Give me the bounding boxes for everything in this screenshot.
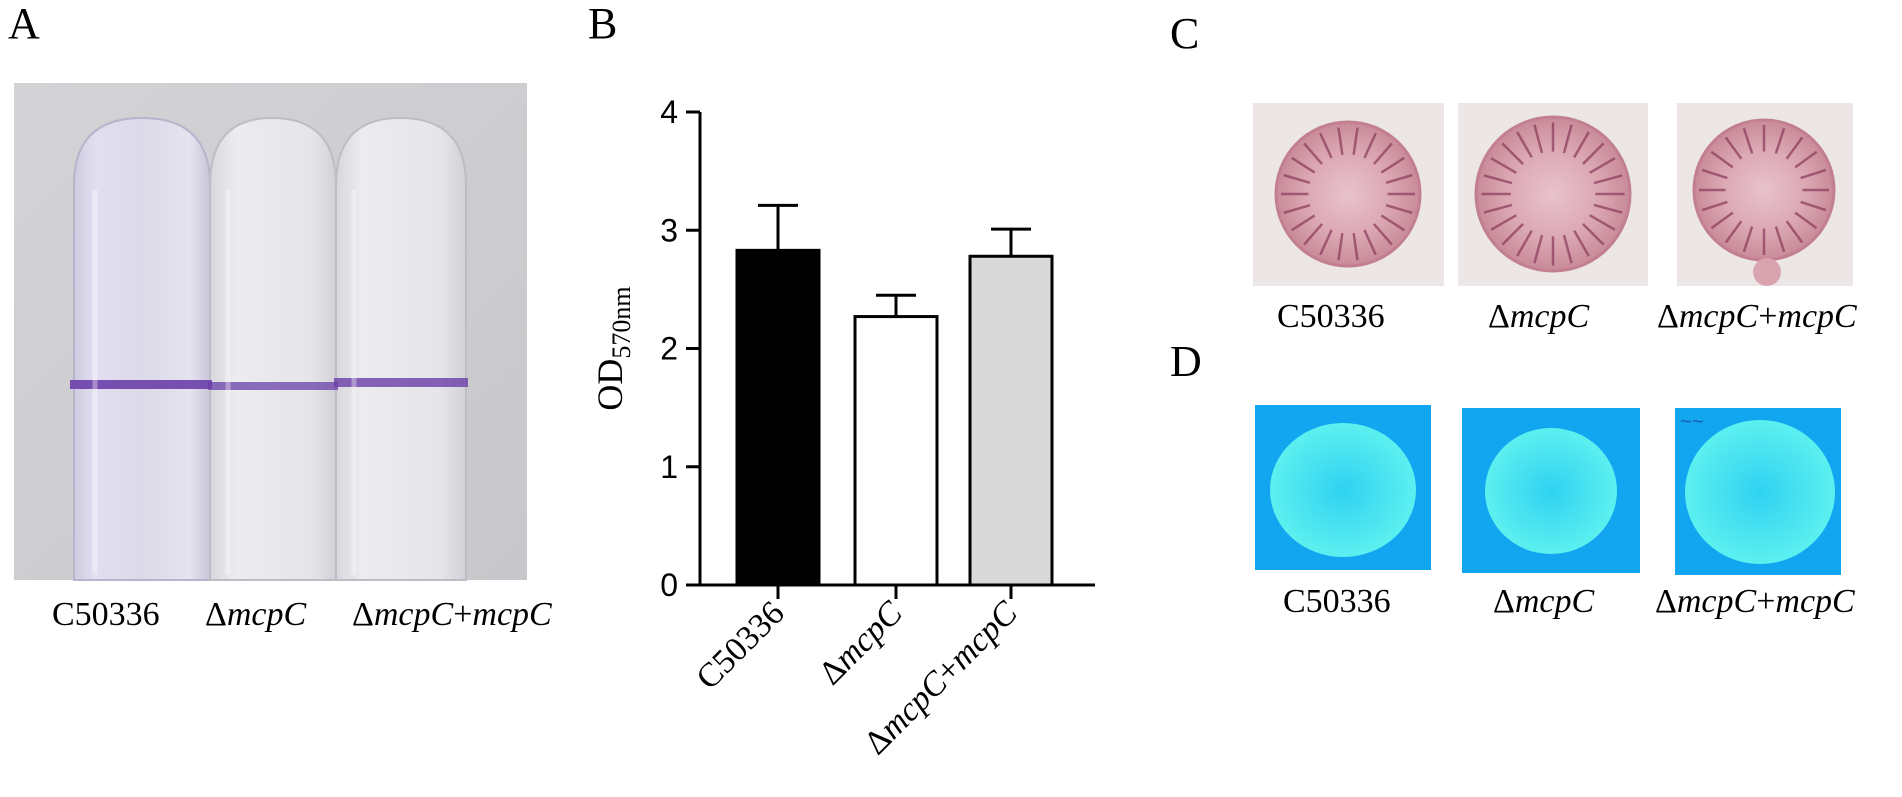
colony-wrinkle — [1742, 127, 1754, 154]
colony-wrinkle — [1363, 132, 1377, 159]
colony-wrinkle — [1593, 203, 1623, 214]
colony-wrinkle — [1290, 156, 1316, 174]
colony-wrinkle — [1589, 214, 1616, 231]
colony-wrinkle — [1337, 233, 1344, 261]
colony-wrinkle — [1319, 229, 1333, 256]
panel-a-caption-2: ΔmcpC — [205, 596, 307, 633]
colony-wrinkle — [1724, 136, 1743, 160]
colony-wrinkle — [1589, 157, 1616, 174]
panel-d-caption-1: C50336 — [1283, 583, 1391, 620]
panel-a-caption-3: ΔmcpC+mcpC — [352, 596, 552, 633]
x-tick-label-2: ΔmcpC+mcpC — [857, 594, 1025, 762]
plate-d-mcpc — [1462, 408, 1640, 573]
panel-a-letter: A — [8, 0, 40, 48]
colony-wrinkle — [1380, 156, 1406, 174]
x-tick-label-0: C50336 — [689, 594, 791, 696]
panel-c-letter: C — [1170, 9, 1200, 58]
colony-wrinkle — [1573, 230, 1590, 257]
colony-wrinkle — [1283, 203, 1311, 215]
tube-mcpc — [209, 116, 337, 581]
colony-wrinkle — [1501, 223, 1524, 246]
y-tick-label: 4 — [660, 94, 678, 130]
plate-c-c50336 — [1253, 103, 1444, 286]
colony-wrinkle — [1490, 157, 1517, 174]
panel-c-caption-2: ΔmcpC — [1488, 298, 1590, 335]
tube-complemented — [335, 116, 467, 581]
colony-wrinkle — [1490, 214, 1517, 231]
x-tick-label-1: ΔmcpC — [812, 594, 910, 692]
colony-wrinkle — [1363, 229, 1377, 256]
plate-c-mcpc — [1458, 103, 1648, 286]
colony-wrinkle — [1516, 131, 1533, 158]
colony-wrinkle — [1573, 131, 1590, 158]
colony-wrinkle — [1352, 233, 1359, 261]
colony-wrinkle — [1290, 214, 1316, 232]
colony-wrinkle — [1774, 226, 1786, 253]
panel-d-letter: D — [1170, 337, 1202, 386]
bar-1 — [853, 315, 939, 587]
colony-wrinkle — [1372, 223, 1393, 246]
colony-wrinkle — [1742, 226, 1754, 253]
colony-wrinkle — [1794, 211, 1818, 230]
colony-wrinkle — [1303, 142, 1324, 165]
colony-wrinkle — [1483, 203, 1513, 214]
colony-wrinkle — [1710, 150, 1734, 169]
colony-wrinkle — [1372, 142, 1393, 165]
colony-wrinkle — [1785, 136, 1804, 160]
colony-wrinkle — [1380, 214, 1406, 232]
colony-wrinkle — [1283, 173, 1311, 185]
plate-d-c50336 — [1255, 405, 1431, 570]
colony-wrinkle — [1303, 223, 1324, 246]
y-tick-label: 0 — [660, 567, 678, 603]
colony-wrinkle — [1774, 127, 1786, 154]
panel-d-caption-2: ΔmcpC — [1493, 583, 1595, 620]
colony-wrinkle — [1800, 200, 1827, 212]
colony-wrinkle — [1562, 234, 1573, 264]
colony-wrinkle — [1516, 230, 1533, 257]
panel-b-letter: B — [588, 0, 618, 48]
colony-wrinkle — [1533, 124, 1544, 154]
colony-wrinkle — [1385, 173, 1413, 185]
y-tick-label: 3 — [660, 212, 678, 248]
colony-wrinkle — [1785, 220, 1804, 244]
colony-wrinkle — [1319, 132, 1333, 159]
colony-wrinkle — [1483, 174, 1513, 185]
svg-text:~~: ~~ — [1680, 411, 1704, 433]
y-tick-label: 1 — [660, 449, 678, 485]
plate-d-complemented: ~~ — [1675, 408, 1841, 575]
colony-wrinkle — [1562, 124, 1573, 154]
colony-wrinkle — [1724, 220, 1743, 244]
colony-wrinkle — [1710, 211, 1734, 230]
colony-wrinkle — [1794, 150, 1818, 169]
colony-wrinkle — [1352, 127, 1359, 155]
colony-wrinkle — [1701, 168, 1728, 180]
panel-d-caption-3: ΔmcpC+mcpC — [1655, 583, 1855, 620]
panel-c-caption-1: C50336 — [1277, 298, 1385, 335]
colony-wrinkle — [1533, 234, 1544, 264]
bar-2 — [968, 254, 1054, 587]
colony-wrinkle — [1701, 200, 1728, 212]
tube-c50336 — [73, 116, 211, 581]
colony-wrinkle — [1593, 174, 1623, 185]
y-axis-label: OD570nm — [590, 286, 636, 410]
colony-wrinkle — [1337, 127, 1344, 155]
colony-wrinkle — [1582, 142, 1605, 165]
colony-wrinkle — [1385, 203, 1413, 215]
colony-wrinkle — [1501, 142, 1524, 165]
plate-c-complemented — [1677, 103, 1853, 286]
colony-wrinkle — [1800, 168, 1827, 180]
panel-a-caption-1: C50336 — [52, 596, 160, 633]
bar-0 — [735, 248, 821, 587]
colony-wrinkle — [1582, 223, 1605, 246]
panel-c-caption-3: ΔmcpC+mcpC — [1657, 298, 1857, 335]
y-tick-label: 2 — [660, 331, 678, 367]
